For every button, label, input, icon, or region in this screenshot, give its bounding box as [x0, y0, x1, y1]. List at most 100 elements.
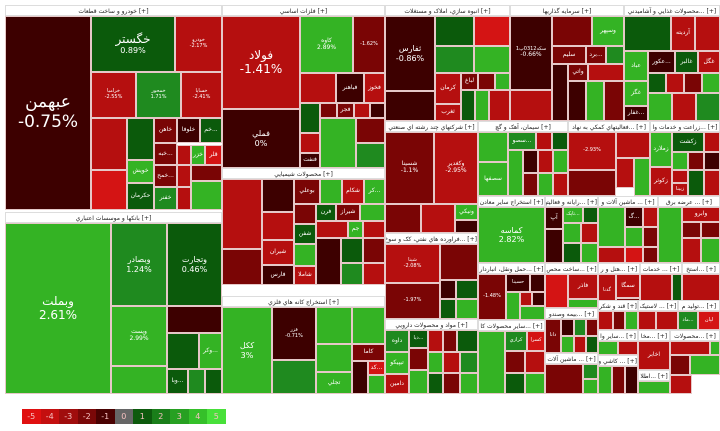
tile[interactable] — [360, 204, 385, 221]
sector-title[interactable]: [+] قند و شکر — [598, 300, 638, 311]
tile[interactable] — [341, 263, 363, 285]
tile[interactable] — [545, 229, 563, 263]
tile[interactable]: سليم — [552, 46, 586, 64]
tile[interactable]: کرازي — [505, 331, 527, 351]
tile[interactable] — [710, 341, 720, 355]
sector-title[interactable]: [+] ...رايانه و فعاليتها — [545, 196, 598, 207]
tile[interactable] — [356, 118, 385, 143]
tile[interactable] — [696, 93, 720, 121]
tile[interactable]: شپنا -2.08% — [385, 244, 440, 283]
tile[interactable]: -1.97% — [385, 283, 440, 319]
tile[interactable]: وبصادر 1.24% — [111, 223, 167, 306]
tile[interactable] — [684, 73, 702, 93]
tile[interactable] — [704, 170, 720, 196]
sector-title[interactable]: [+] ...توليد م — [678, 300, 720, 311]
tile[interactable] — [634, 158, 650, 196]
tile[interactable] — [489, 90, 510, 121]
tile[interactable] — [385, 204, 421, 233]
tile[interactable] — [523, 173, 538, 196]
tile[interactable] — [581, 223, 598, 243]
tile[interactable]: ...خبه — [154, 143, 177, 165]
tile[interactable] — [552, 64, 568, 121]
tile[interactable] — [520, 306, 545, 320]
tile[interactable] — [506, 292, 520, 320]
tile[interactable]: واتي — [568, 64, 588, 81]
sector-title[interactable]: [+] استخراج کانه هاي فلزي — [222, 296, 385, 307]
tile[interactable] — [316, 344, 352, 372]
tile[interactable]: غالبر — [675, 51, 698, 73]
sector-title[interactable]: [+] خودرو و ساخت قطعات — [5, 5, 222, 16]
sector-title[interactable]: [+] ... لاستيک — [638, 300, 678, 311]
sector-title[interactable]: [+] ...ساير وا — [598, 330, 638, 341]
tile[interactable] — [316, 221, 348, 238]
tile[interactable] — [701, 222, 720, 238]
tile[interactable]: ...خم — [200, 118, 222, 143]
tile[interactable] — [188, 369, 205, 394]
tile[interactable] — [670, 375, 692, 394]
tile[interactable] — [320, 179, 342, 204]
tile[interactable]: سصفها — [478, 162, 508, 196]
tile[interactable] — [475, 90, 489, 121]
tile[interactable] — [461, 90, 475, 121]
tile[interactable] — [363, 238, 385, 263]
tile[interactable]: فزر -0.71% — [272, 307, 316, 360]
tile[interactable] — [508, 150, 523, 196]
tile[interactable] — [460, 352, 478, 373]
tile[interactable] — [545, 274, 568, 308]
sector-title[interactable]: [+] ...ساير محصولات کا — [478, 320, 545, 331]
tile[interactable]: بوعلي — [294, 179, 320, 204]
tile[interactable]: لپان — [698, 311, 720, 330]
tile[interactable]: فنفت — [300, 153, 320, 168]
tile[interactable] — [455, 220, 478, 233]
tile[interactable]: کرمان — [435, 73, 461, 104]
tile[interactable] — [704, 152, 720, 170]
tile[interactable] — [505, 351, 525, 373]
tile[interactable]: خلوفا — [177, 118, 200, 143]
tile[interactable] — [91, 118, 127, 170]
tile[interactable] — [616, 132, 650, 158]
tile[interactable]: ...کر — [364, 179, 385, 204]
tile[interactable]: عبهمن -0.75% — [5, 16, 91, 210]
sector-title[interactable]: [+] شرکتهاي چند رشته اي صنعتي — [385, 121, 478, 132]
tile[interactable] — [701, 238, 720, 263]
tile[interactable]: حسينا — [506, 274, 530, 292]
sector-title[interactable]: [+] ... ماشين آلات — [545, 353, 598, 364]
tile[interactable] — [574, 336, 586, 353]
tile[interactable] — [262, 179, 294, 212]
tile[interactable] — [583, 364, 598, 379]
tile[interactable] — [530, 274, 545, 292]
tile[interactable] — [643, 207, 658, 227]
tile[interactable] — [561, 336, 574, 353]
tile[interactable] — [648, 93, 672, 121]
tile[interactable] — [300, 133, 320, 153]
tile[interactable] — [598, 247, 625, 263]
tile[interactable] — [532, 292, 545, 306]
tile[interactable] — [598, 341, 618, 355]
tile[interactable] — [588, 64, 624, 81]
tile[interactable]: ...کد — [368, 361, 385, 375]
tile[interactable]: -1.62% — [353, 16, 385, 73]
sector-title[interactable]: [+] ...استخ — [682, 263, 720, 274]
sector-title[interactable]: [+] فلزات اساسي — [222, 5, 385, 16]
tile[interactable] — [443, 352, 460, 373]
tile[interactable]: زبينا — [672, 183, 688, 196]
tile[interactable] — [440, 280, 456, 299]
tile[interactable]: خويش — [127, 160, 154, 183]
tile[interactable] — [625, 366, 638, 394]
tile[interactable] — [205, 369, 222, 394]
tile[interactable] — [320, 118, 356, 168]
tile[interactable] — [583, 207, 598, 223]
tile[interactable]: زکشت — [672, 132, 704, 152]
tile[interactable] — [552, 16, 592, 46]
tile[interactable] — [428, 352, 443, 373]
tile[interactable] — [606, 46, 624, 64]
tile[interactable]: آپ — [545, 207, 563, 229]
tile[interactable] — [586, 319, 598, 336]
tile[interactable] — [91, 170, 127, 210]
tile[interactable]: تجلي — [316, 372, 352, 394]
tile[interactable] — [536, 132, 552, 150]
tile[interactable] — [618, 341, 638, 355]
tile[interactable] — [191, 165, 222, 181]
sector-title[interactable]: [+] ... کاشي و — [598, 355, 638, 366]
tile[interactable] — [300, 73, 336, 103]
